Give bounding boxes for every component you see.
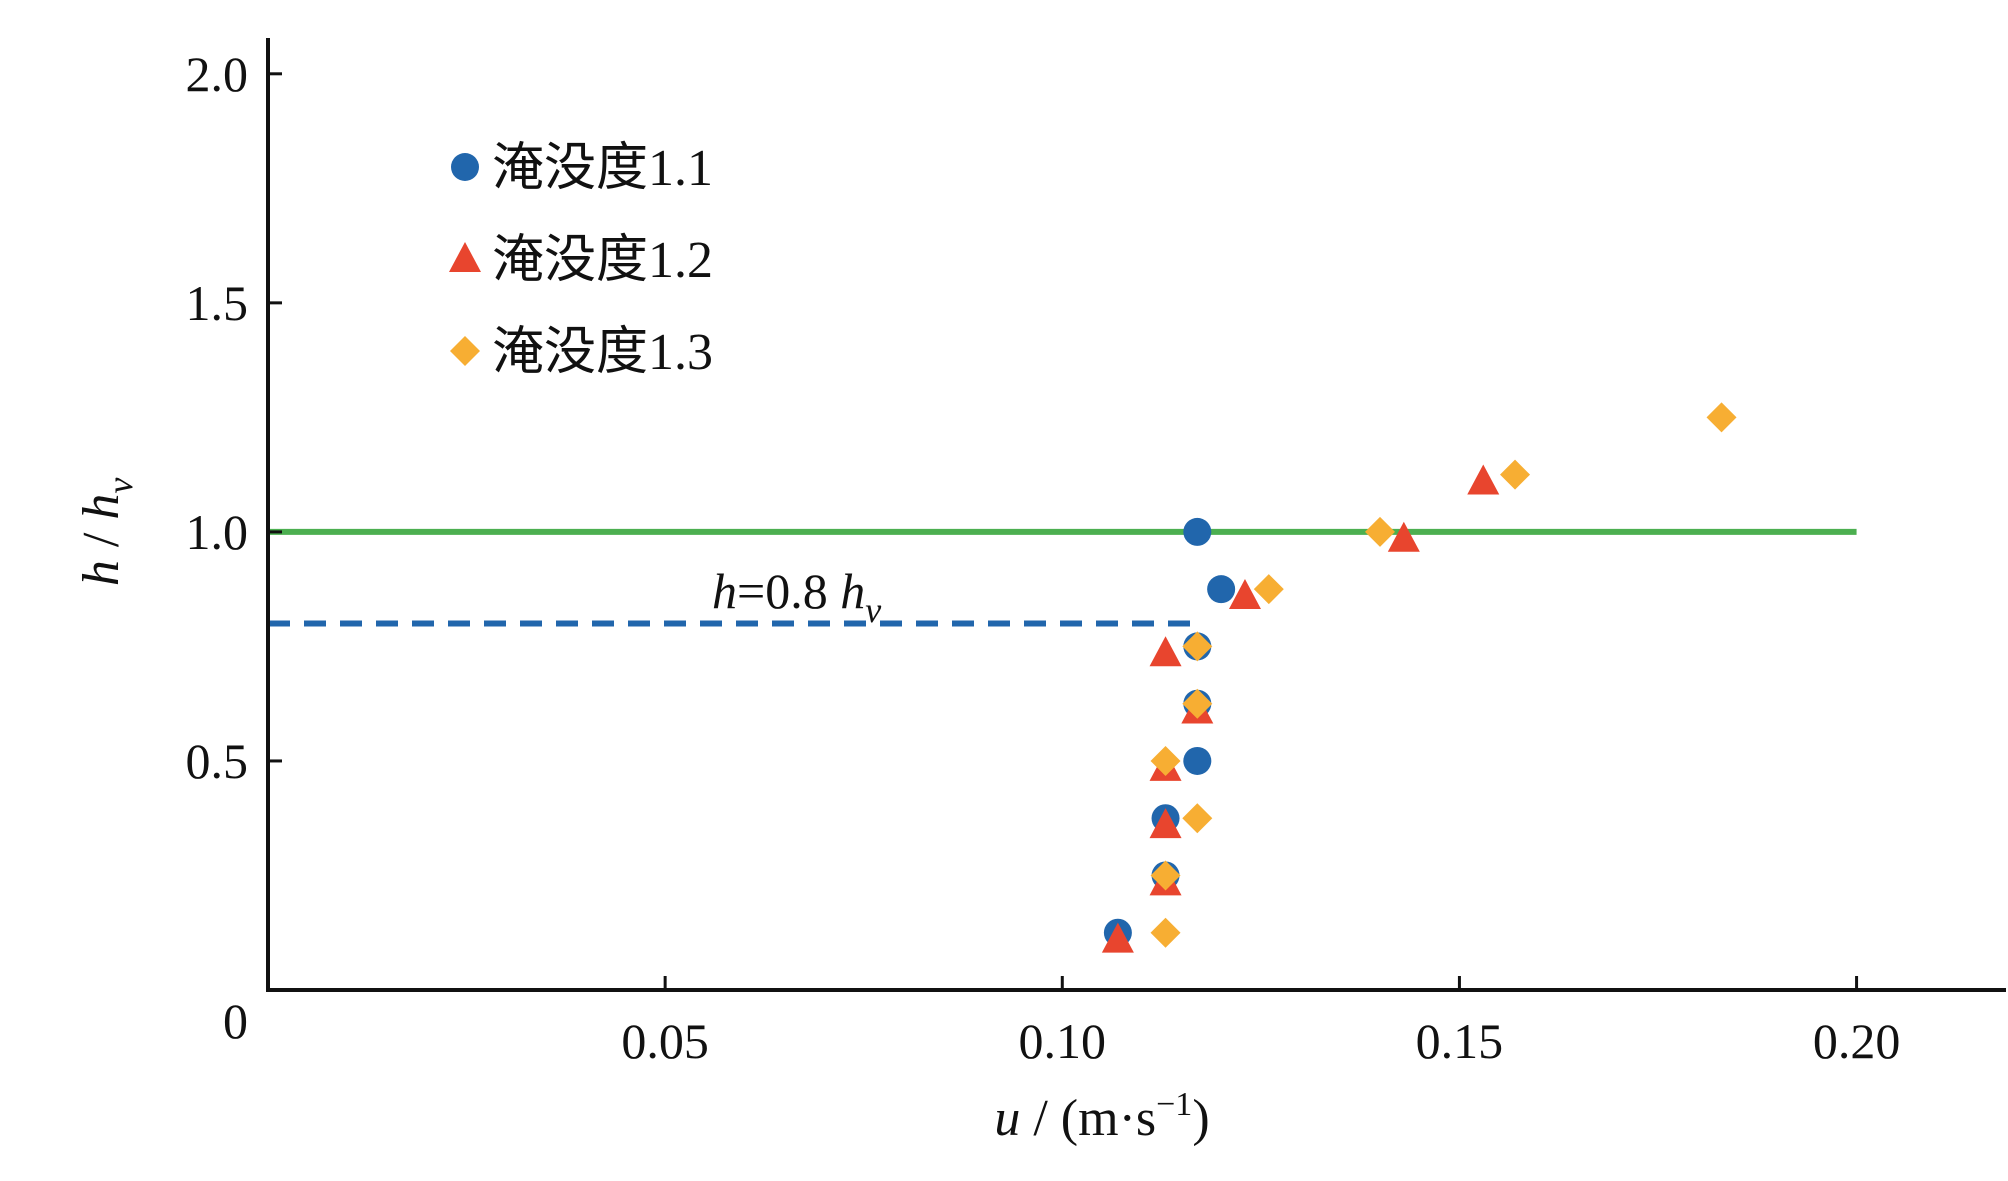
x-axis-title-sup: −1 — [1156, 1086, 1192, 1123]
x-tick-label-2: 0.15 — [1416, 1013, 1504, 1069]
point-s0-3 — [1183, 746, 1212, 775]
annotation-h-equals-0-8-hv: h=0.8 hv — [712, 563, 881, 630]
annotation-var: h — [712, 563, 737, 619]
point-s1-7 — [1387, 521, 1420, 552]
point-s2-0 — [1150, 917, 1181, 948]
point-s2-2 — [1182, 803, 1213, 834]
x-axis-title: u / (m·s−1) — [994, 1086, 1209, 1147]
y-axis-title-den: h — [73, 494, 130, 520]
point-s1-6 — [1228, 579, 1261, 610]
x-axis-title-post: ) — [1192, 1090, 1209, 1147]
legend-label-0: 淹没度1.1 — [492, 140, 713, 197]
y-axis-title-den-sub: v — [100, 478, 140, 494]
y-axis-title: h / hv — [73, 478, 140, 586]
reference-lines — [268, 528, 1857, 627]
origin-label: 0 — [223, 993, 248, 1049]
y-tick-label-0: 0.5 — [186, 733, 249, 789]
point-s2-8 — [1500, 459, 1531, 490]
legend-label-2: 淹没度1.3 — [492, 324, 713, 381]
point-s1-2 — [1149, 808, 1182, 839]
point-s2-4 — [1182, 688, 1213, 719]
x-tick-label-3: 0.20 — [1813, 1013, 1901, 1069]
y-tick-label-2: 1.5 — [186, 275, 249, 331]
legend-marker-2 — [450, 336, 480, 366]
y-axis-title-num: h — [73, 560, 130, 586]
x-axis-title-pre: / (m·s — [1020, 1090, 1156, 1147]
legend-marker-0 — [451, 153, 479, 181]
point-s2-1 — [1150, 860, 1181, 891]
y-axis-title-sep: / — [73, 520, 130, 560]
point-s2-7 — [1365, 516, 1395, 547]
annotation-var2: h — [840, 563, 865, 619]
legend-marker-1 — [449, 242, 481, 272]
y-tick-label-1: 1.0 — [186, 504, 249, 560]
point-s1-0 — [1101, 922, 1134, 953]
x-axis-title-var: u — [994, 1090, 1020, 1147]
data-points — [1101, 402, 1737, 953]
series-2 — [1150, 402, 1737, 948]
point-s1-8 — [1467, 464, 1500, 495]
point-s0-7 — [1183, 517, 1212, 546]
point-s2-5 — [1182, 631, 1213, 662]
ticks: 0.5 1.0 1.5 2.0 0.05 0.10 0.15 0.20 — [186, 46, 1901, 1069]
axes — [266, 38, 2006, 992]
annotation-eq: =0.8 — [737, 563, 840, 619]
legend: 淹没度1.1 淹没度1.2 淹没度1.3 — [449, 140, 713, 381]
x-tick-label-1: 0.10 — [1019, 1013, 1107, 1069]
point-s2-9 — [1706, 402, 1737, 433]
point-s0-6 — [1207, 575, 1236, 604]
point-s2-3 — [1150, 745, 1181, 776]
y-tick-label-3: 2.0 — [186, 46, 249, 102]
point-s2-6 — [1253, 574, 1284, 605]
annotation-sub: v — [865, 590, 881, 630]
x-tick-label-0: 0.05 — [621, 1013, 709, 1069]
point-s1-5 — [1149, 636, 1182, 667]
legend-label-1: 淹没度1.2 — [492, 232, 713, 289]
